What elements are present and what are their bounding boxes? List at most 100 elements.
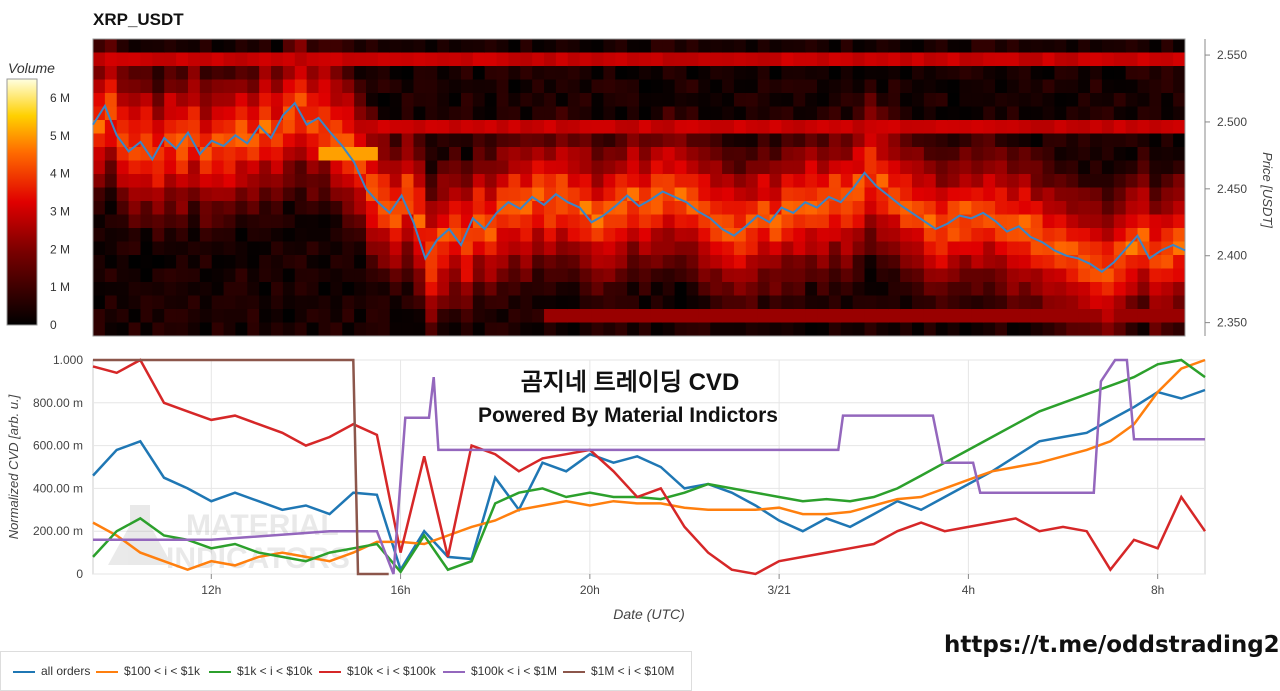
heatmap-cell: [472, 79, 486, 94]
heatmap-cell: [722, 120, 735, 134]
heatmap-cell: [852, 79, 866, 94]
heatmap-cell: [1101, 52, 1115, 67]
heatmap-cell: [425, 201, 438, 215]
heatmap-cell: [211, 214, 225, 229]
heatmap-cell: [366, 214, 379, 229]
heatmap-cell: [259, 79, 272, 94]
heatmap-cell: [900, 174, 913, 188]
heatmap-cell: [912, 66, 925, 80]
heatmap-cell: [769, 39, 782, 53]
heatmap-cell: [781, 93, 794, 107]
heatmap-cell: [377, 174, 391, 188]
heatmap-cell: [128, 79, 141, 94]
heatmap-cell: [377, 147, 391, 161]
heatmap-cell: [532, 322, 545, 337]
heatmap-cell: [460, 268, 474, 283]
heatmap-cell: [1042, 187, 1055, 202]
heatmap-cell: [959, 66, 972, 80]
heatmap-cell: [1078, 187, 1091, 202]
heatmap-cell: [401, 255, 414, 269]
heatmap-cell: [876, 255, 889, 269]
heatmap-cell: [176, 52, 189, 67]
telegram-link[interactable]: https://t.me/oddstrading2: [944, 632, 1280, 658]
heatmap-cell: [959, 133, 972, 148]
heatmap-cell: [686, 322, 699, 337]
heatmap-cell: [128, 39, 141, 53]
legend-item[interactable]: $1M < i < $10M: [563, 664, 674, 680]
heatmap-cell: [223, 228, 236, 242]
heatmap-cell: [389, 214, 403, 229]
heatmap-cell: [354, 93, 367, 107]
heatmap-cell: [567, 147, 581, 161]
heatmap-cell: [187, 147, 201, 161]
heatmap-cell: [211, 160, 225, 175]
heatmap-cell: [923, 160, 937, 175]
heatmap-cell: [532, 187, 545, 202]
heatmap-cell: [722, 214, 735, 229]
heatmap-cell: [686, 93, 699, 107]
heatmap-cell: [567, 39, 581, 53]
heatmap-cell: [259, 106, 272, 121]
heatmap-cell: [259, 66, 272, 80]
heatmap-cell: [603, 214, 616, 229]
heatmap-cell: [128, 187, 141, 202]
legend-item[interactable]: $100 < i < $1k: [96, 664, 200, 680]
heatmap-cell: [1125, 79, 1139, 94]
heatmap-cell: [1149, 174, 1162, 188]
legend-item[interactable]: $10k < i < $100k: [319, 664, 436, 680]
heatmap-cell: [1149, 295, 1162, 310]
heatmap-cell: [733, 241, 747, 256]
heatmap-cell: [128, 174, 141, 188]
heatmap-cell: [888, 268, 901, 283]
heatmap-cell: [733, 214, 747, 229]
heatmap-cell: [425, 133, 438, 148]
heatmap-cell: [116, 66, 130, 80]
heatmap-cell: [793, 322, 806, 337]
legend-item[interactable]: all orders: [13, 664, 90, 680]
heatmap-cell: [1173, 309, 1186, 323]
heatmap-cell: [650, 160, 664, 175]
heatmap-cell: [722, 295, 735, 310]
heatmap-cell: [1113, 66, 1127, 80]
heatmap-cell: [211, 309, 225, 323]
heatmap-cell: [769, 322, 782, 337]
heatmap-cell: [579, 174, 593, 188]
heatmap-cell: [1006, 282, 1020, 296]
heatmap-cell: [888, 52, 901, 67]
heatmap-cell: [496, 228, 509, 242]
heatmap-cell: [995, 147, 1008, 161]
heatmap-cell: [1030, 214, 1044, 229]
heatmap-cell: [769, 52, 782, 67]
heatmap-cell: [722, 268, 735, 283]
heatmap-cell: [1018, 295, 1032, 310]
heatmap-cell: [1101, 106, 1115, 121]
heatmap-cell: [211, 187, 225, 202]
heatmap-cell: [354, 309, 367, 323]
heatmap-cell: [555, 79, 569, 94]
heatmap-cell: [164, 147, 177, 161]
heatmap-cell: [366, 147, 379, 161]
heatmap-cell: [140, 228, 153, 242]
legend-item[interactable]: $1k < i < $10k: [209, 664, 312, 680]
heatmap-cell: [722, 201, 735, 215]
heatmap-cell: [104, 160, 118, 175]
heatmap-cell: [781, 174, 794, 188]
heatmap-cell: [1125, 201, 1139, 215]
heatmap-cell: [983, 79, 996, 94]
heatmap-cell: [805, 268, 818, 283]
heatmap-cell: [603, 309, 616, 323]
heatmap-cell: [104, 282, 118, 296]
heatmap-cell: [318, 228, 331, 242]
cvd-y-tick-label: 800.00 m: [33, 396, 83, 410]
heatmap-cell: [1054, 228, 1067, 242]
heatmap-cell: [1101, 160, 1115, 175]
heatmap-cell: [674, 120, 687, 134]
legend-item[interactable]: $100k < i < $1M: [443, 664, 557, 680]
heatmap-cell: [544, 79, 557, 94]
heatmap-cell: [176, 282, 189, 296]
heatmap-cell: [496, 39, 509, 53]
heatmap-cell: [983, 241, 996, 256]
heatmap-cell: [947, 133, 960, 148]
heatmap-cell: [769, 93, 782, 107]
